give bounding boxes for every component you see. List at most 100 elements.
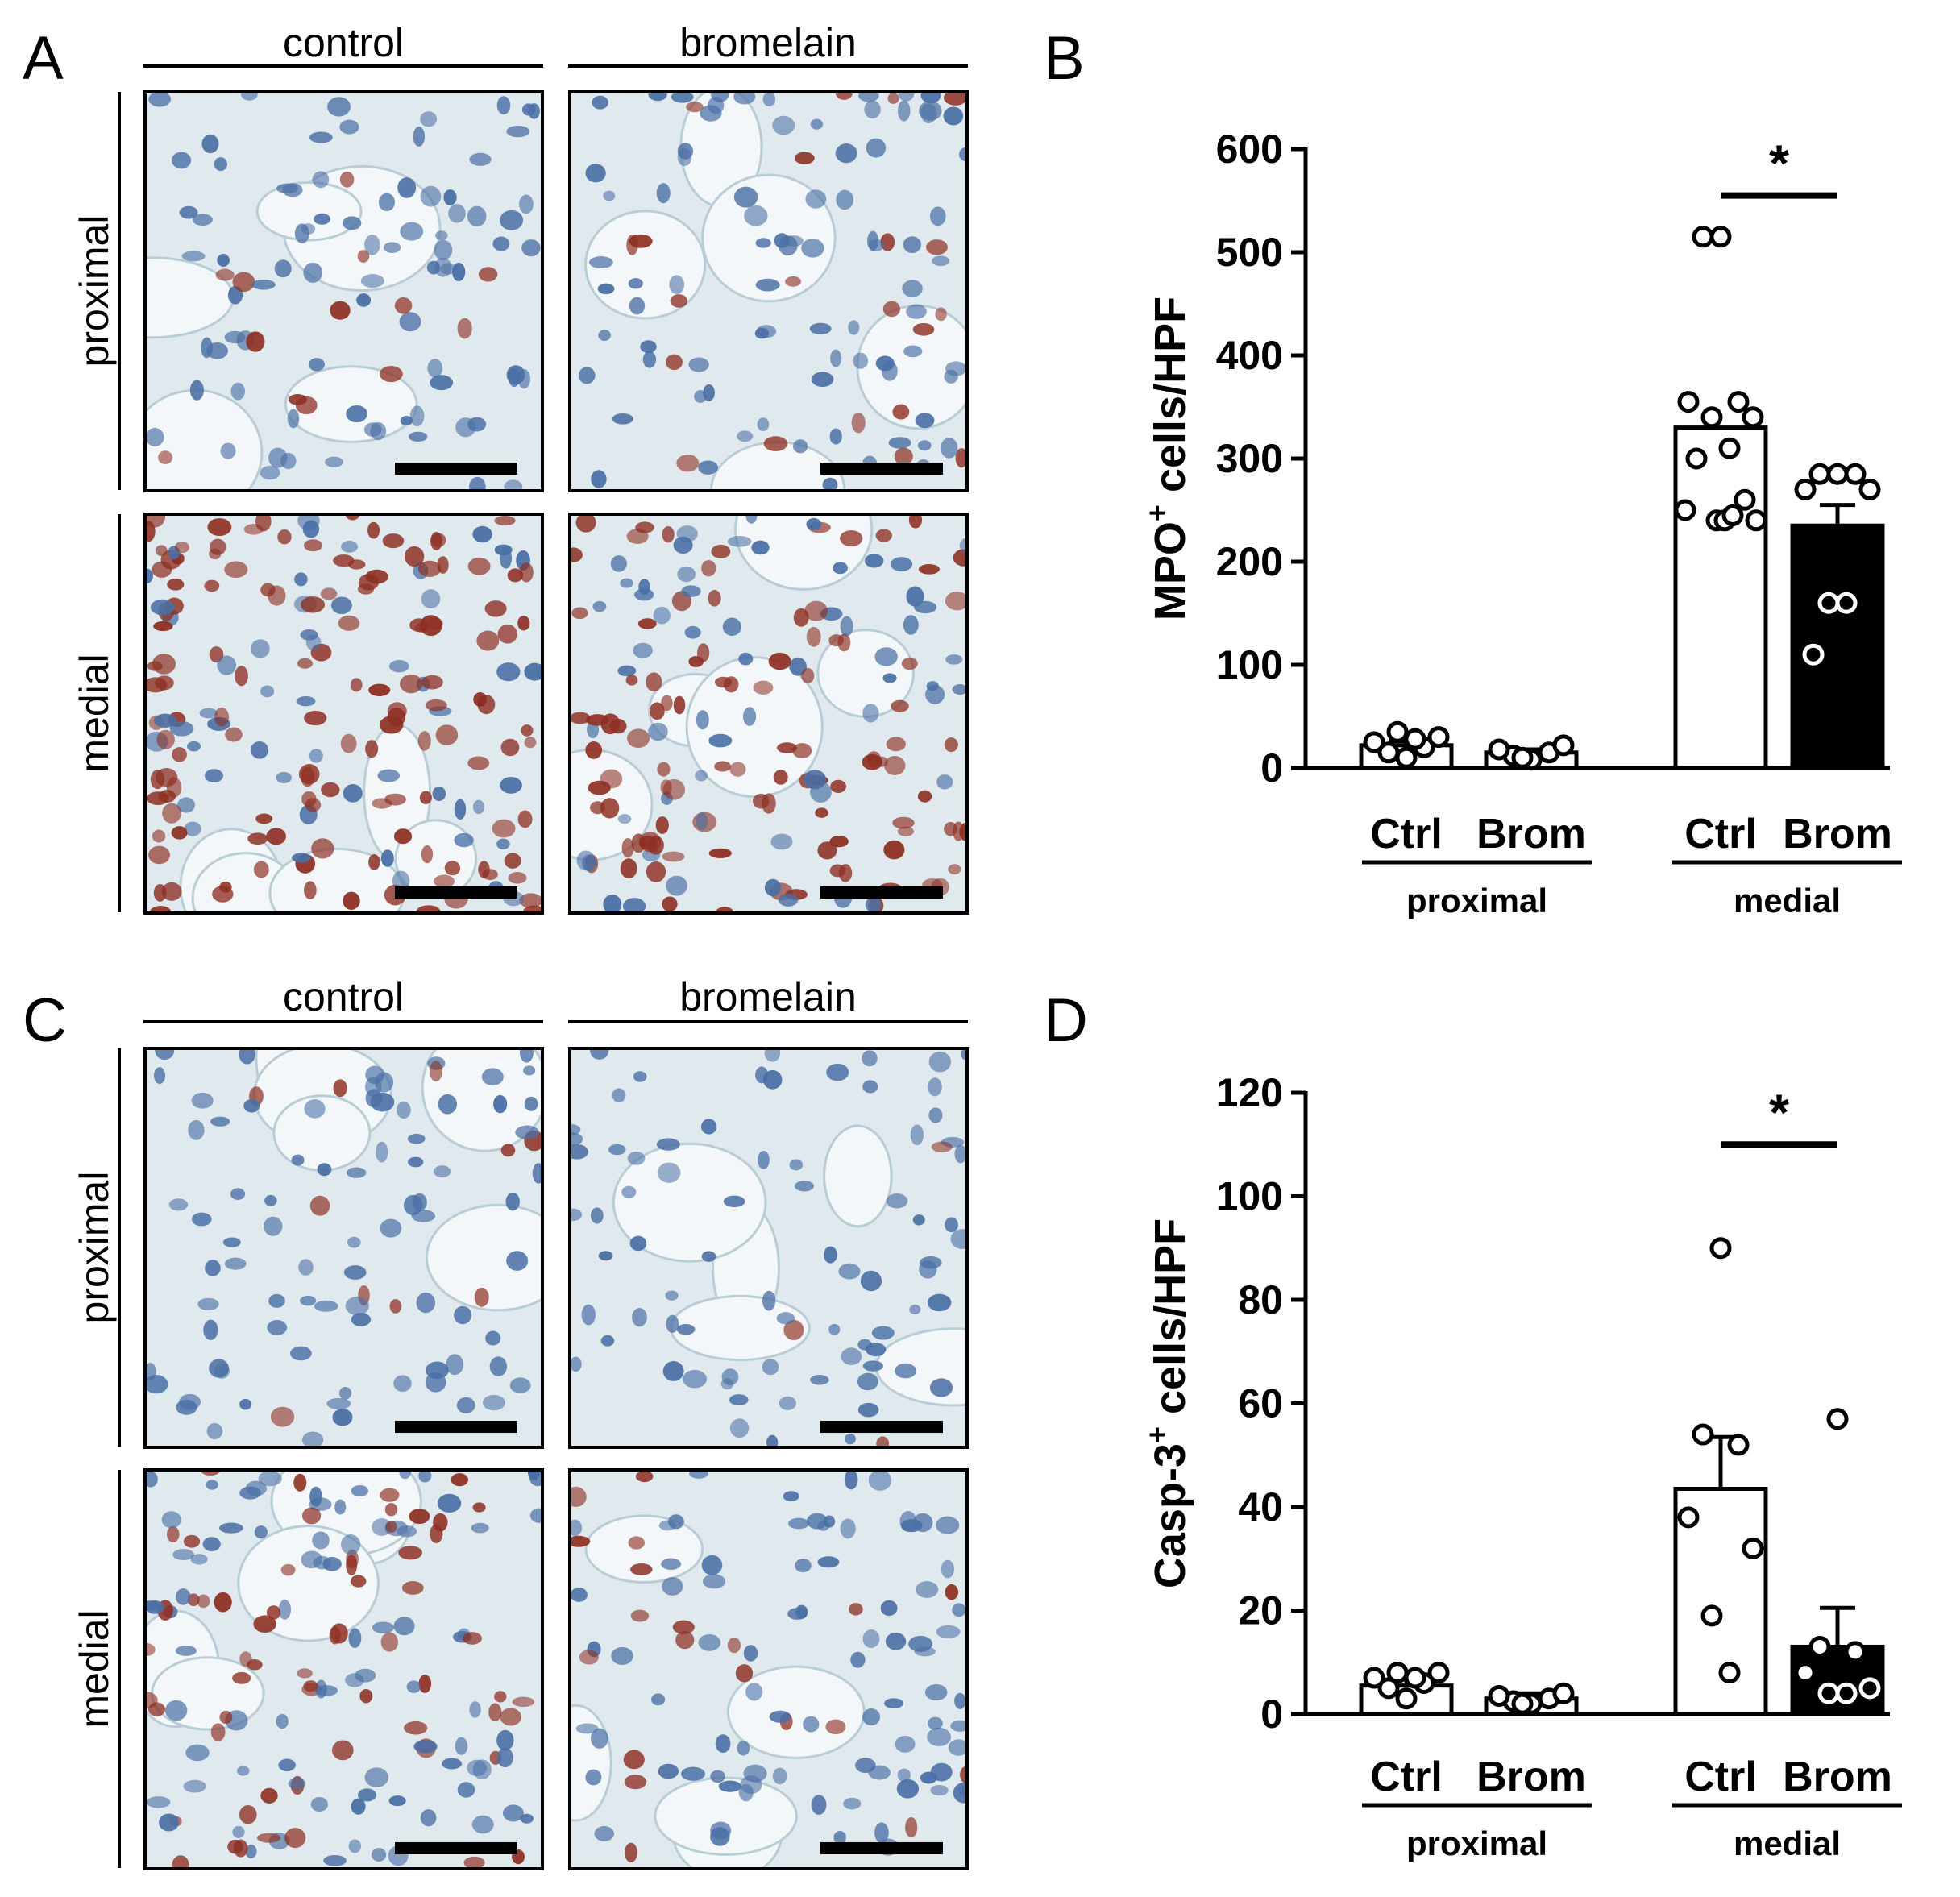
stained-cell — [401, 1581, 424, 1595]
nucleus — [224, 330, 246, 344]
nucleus — [467, 205, 487, 227]
casp3-data-point — [1511, 1692, 1534, 1715]
nucleus — [508, 367, 521, 388]
stained-cell — [372, 798, 392, 809]
mpo-y-tick-label: 300 — [1216, 436, 1283, 481]
stained-cell — [524, 737, 537, 749]
stained-cell — [943, 92, 967, 106]
nucleus — [153, 713, 177, 728]
mpo-data-point — [1802, 643, 1825, 666]
nucleus — [214, 157, 228, 172]
nucleus — [954, 1692, 966, 1709]
nucleus — [953, 1782, 967, 1804]
stained-cell — [829, 864, 846, 878]
micrograph-texture — [145, 92, 541, 491]
nucleus — [688, 357, 709, 372]
nucleus — [841, 1347, 862, 1365]
nucleus — [867, 230, 879, 251]
stained-cell — [735, 1664, 754, 1683]
nucleus — [789, 657, 807, 676]
mpo-y-axis-label-sup: + — [1140, 504, 1173, 521]
nucleus — [191, 1212, 212, 1227]
nucleus — [620, 578, 633, 588]
casp3-data-point — [1817, 1682, 1840, 1704]
nucleus — [392, 870, 410, 891]
nucleus — [929, 1378, 953, 1397]
nucleus — [888, 437, 911, 449]
nucleus — [570, 1519, 583, 1537]
casp3-y-tick-label: 60 — [1238, 1381, 1283, 1426]
nucleus — [833, 1830, 846, 1845]
nucleus — [916, 1581, 939, 1598]
mpo-data-point — [1742, 406, 1764, 429]
nucleus — [172, 152, 192, 169]
stained-cell — [773, 770, 788, 785]
nucleus — [629, 1235, 647, 1252]
nucleus — [309, 1486, 322, 1507]
stained-cell — [897, 826, 915, 836]
stained-cell — [430, 1524, 443, 1544]
stained-cell — [467, 557, 491, 575]
nucleus — [258, 1471, 282, 1487]
casp3-category-label: Ctrl — [1370, 1754, 1443, 1800]
stained-cell — [145, 1692, 158, 1709]
nucleus — [840, 616, 853, 637]
mpo-data-point — [1674, 499, 1696, 521]
mpo-data-point — [1844, 463, 1867, 485]
casp3-category-label: Brom — [1783, 1754, 1892, 1800]
nucleus — [393, 1375, 412, 1393]
nucleus — [364, 1767, 389, 1787]
stained-cell — [343, 891, 360, 911]
nucleus — [175, 1645, 197, 1656]
panel-label-a: A — [23, 24, 64, 93]
casp3-data-point — [1552, 1682, 1575, 1704]
stained-cell — [955, 448, 967, 468]
nucleus — [504, 479, 523, 491]
stained-cell — [207, 518, 232, 537]
nucleus — [388, 1795, 406, 1807]
stained-cell — [672, 1620, 695, 1634]
nucleus — [665, 1290, 679, 1301]
stained-cell — [884, 755, 906, 776]
nucleus — [944, 369, 958, 384]
nucleus — [224, 1257, 247, 1270]
nucleus — [532, 1163, 542, 1184]
nucleus — [710, 1827, 730, 1846]
stained-cell — [637, 618, 657, 629]
nucleus — [684, 625, 701, 639]
nucleus — [310, 1796, 328, 1812]
nucleus — [376, 1141, 388, 1163]
nucleus — [296, 695, 316, 707]
nucleus — [648, 92, 667, 102]
mpo-y-tick-label: 100 — [1216, 642, 1283, 687]
stained-cell — [875, 529, 892, 542]
casp3-data-point — [1395, 1687, 1418, 1710]
mpo-y-tick-label: 400 — [1216, 333, 1283, 378]
stained-cell — [232, 1671, 251, 1684]
nucleus — [434, 239, 453, 260]
nucleus — [278, 1758, 296, 1772]
nucleus — [880, 1600, 898, 1617]
row-label-medial-a: medial — [72, 654, 117, 772]
nucleus — [358, 1788, 376, 1802]
stained-cell — [298, 764, 320, 785]
vessel — [570, 1704, 612, 1822]
nucleus — [175, 1588, 191, 1605]
stained-cell — [570, 1535, 591, 1547]
casp3-group-label: medial — [1734, 1824, 1841, 1862]
stained-cell — [912, 322, 935, 336]
stained-cell — [204, 579, 220, 592]
stained-cell — [729, 762, 746, 777]
nucleus — [903, 615, 919, 635]
stained-cell — [623, 1750, 645, 1770]
nucleus — [896, 1779, 920, 1799]
stained-cell — [801, 667, 815, 684]
stained-cell — [214, 1592, 232, 1613]
col-header-bromelain-c: bromelain — [679, 974, 857, 1019]
nucleus — [305, 634, 322, 651]
nucleus — [920, 1771, 937, 1784]
nucleus — [570, 1208, 583, 1222]
nucleus — [230, 1188, 246, 1200]
stained-cell — [155, 768, 178, 787]
stained-cell — [400, 674, 423, 694]
